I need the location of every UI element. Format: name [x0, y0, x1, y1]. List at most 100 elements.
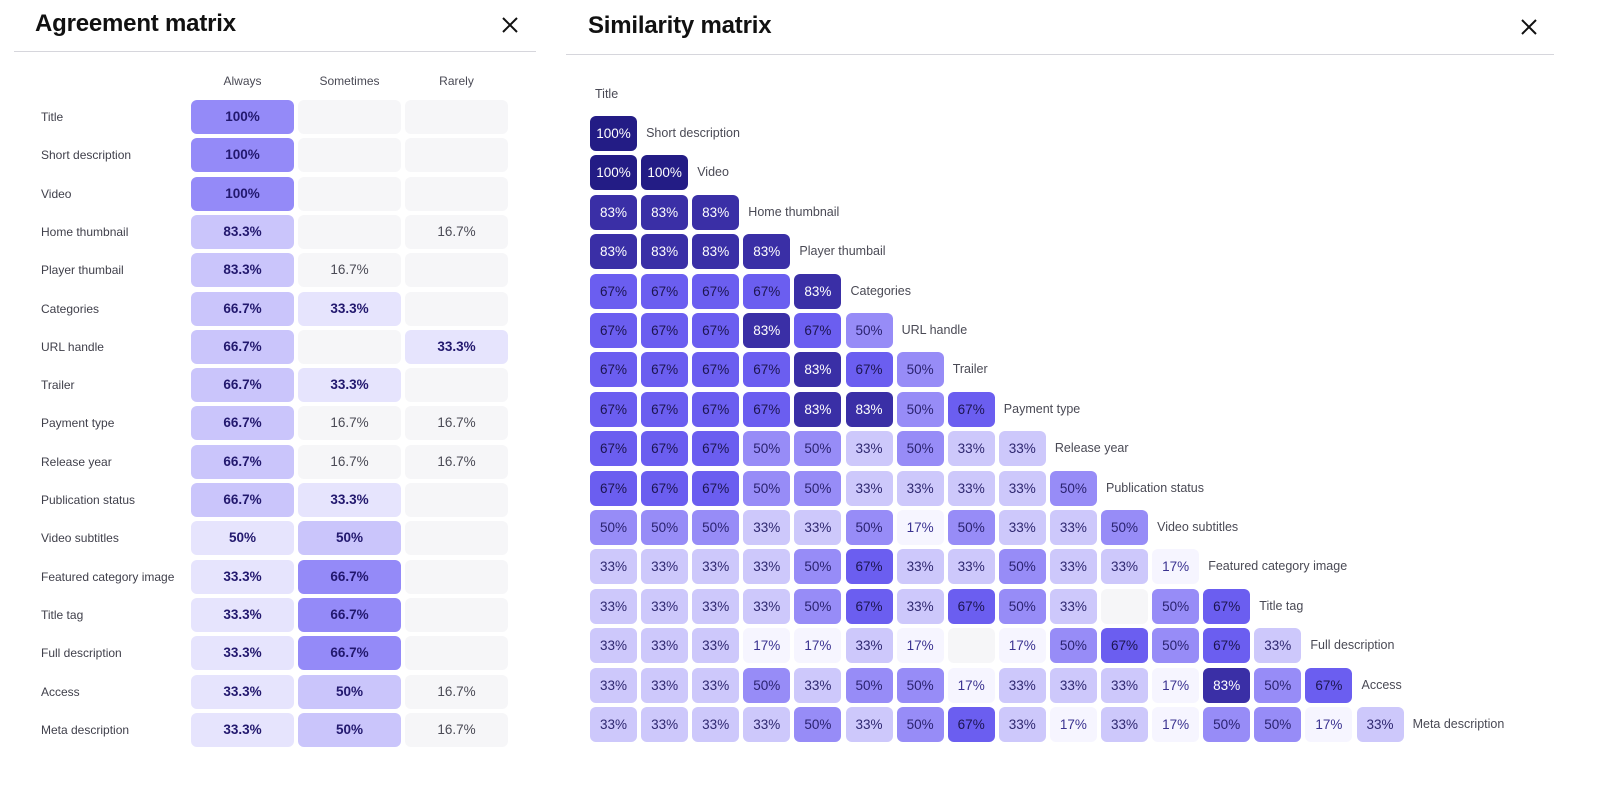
row-label: Featured category image: [41, 569, 175, 584]
agreement-cell: [405, 291, 508, 326]
similarity-cell: 50%: [794, 431, 842, 467]
row-label: Trailer: [41, 378, 75, 393]
similarity-cell: [947, 628, 995, 664]
similarity-cell: 83%: [590, 194, 637, 230]
agreement-cell: [405, 483, 508, 517]
similarity-cell: 67%: [590, 273, 637, 309]
agreement-cell: [405, 636, 508, 671]
similarity-cell: 33%: [1356, 707, 1404, 742]
similarity-cell: 33%: [641, 707, 689, 742]
similarity-cell: 33%: [998, 470, 1046, 506]
similarity-cell: 33%: [998, 431, 1046, 467]
row-label: Player thumbail: [41, 263, 124, 278]
similarity-cell: 50%: [1101, 510, 1148, 545]
similarity-cell: 33%: [1049, 549, 1097, 585]
similarity-cell: 83%: [743, 313, 791, 348]
similarity-cell: 33%: [590, 588, 637, 624]
agreement-cell: 33.3%: [405, 329, 508, 364]
close-icon: [1521, 19, 1537, 35]
similarity-label: Release year: [1054, 441, 1129, 456]
similarity-cell: 17%: [947, 667, 995, 703]
similarity-cell: 33%: [845, 628, 893, 664]
agreement-cell: 16.7%: [405, 444, 508, 479]
similarity-cell: 33%: [1049, 510, 1097, 545]
similarity-cell: 33%: [998, 707, 1046, 742]
similarity-cell: 33%: [1101, 707, 1148, 742]
agreement-cell: [405, 368, 508, 403]
similarity-cell: 67%: [692, 470, 740, 506]
agreement-cell: 33.3%: [191, 559, 294, 594]
agreement-cell: 16.7%: [298, 406, 401, 441]
similarity-cell: 17%: [896, 628, 944, 664]
similarity-cell: 33%: [692, 667, 740, 703]
similarity-cell: 17%: [998, 628, 1046, 664]
similarity-cell: 67%: [947, 588, 995, 624]
similarity-cell: 83%: [641, 194, 689, 230]
similarity-cell: 33%: [1049, 588, 1097, 624]
similarity-cell: 50%: [896, 391, 944, 427]
similarity-cell: 67%: [845, 352, 893, 388]
agreement-cell: [298, 138, 401, 173]
similarity-cell: 33%: [641, 549, 689, 585]
similarity-cell: 83%: [641, 234, 689, 270]
similarity-cell: [1101, 588, 1148, 624]
similarity-cell: 33%: [794, 667, 842, 703]
similarity-cell: 67%: [692, 273, 740, 309]
similarity-cell: 33%: [692, 707, 740, 742]
agreement-cell: [298, 214, 401, 249]
agreement-matrix-panel: Agreement matrix Always Sometimes Rarely Ti…: [14, 0, 536, 799]
similarity-cell: 50%: [641, 510, 689, 545]
agreement-cell: 100%: [191, 100, 294, 134]
similarity-cell: 33%: [1101, 667, 1148, 703]
similarity-cell: 17%: [1152, 707, 1200, 742]
agreement-cell: [405, 100, 508, 134]
similarity-cell: 50%: [1254, 707, 1302, 742]
similarity-cell: 33%: [794, 510, 842, 545]
similarity-cell: 33%: [743, 549, 791, 585]
similarity-cell: 50%: [845, 667, 893, 703]
similarity-label: Payment type: [1003, 401, 1081, 416]
column-header-sometimes: Sometimes: [319, 74, 380, 88]
similarity-cell: 67%: [590, 431, 637, 467]
similarity-cell: 100%: [590, 116, 637, 151]
similarity-label: Title tag: [1259, 598, 1304, 613]
similarity-cell: 67%: [692, 391, 740, 427]
agreement-close-button[interactable]: [499, 14, 521, 36]
agreement-cell: 66.7%: [191, 291, 294, 326]
similarity-cell: 33%: [947, 549, 995, 585]
similarity-cell: 83%: [794, 273, 842, 309]
similarity-cell: 33%: [590, 667, 637, 703]
similarity-cell: 33%: [1049, 667, 1097, 703]
similarity-header: Similarity matrix: [566, 0, 1554, 55]
agreement-cell: 16.7%: [405, 712, 508, 747]
similarity-cell: 67%: [590, 313, 637, 348]
similarity-cell: 33%: [743, 510, 791, 545]
row-label: URL handle: [41, 339, 104, 354]
similarity-cell: 50%: [896, 667, 944, 703]
similarity-cell: 50%: [1203, 707, 1251, 742]
similarity-cell: 50%: [947, 510, 995, 545]
agreement-header: Agreement matrix: [14, 0, 536, 52]
similarity-cell: 50%: [743, 667, 791, 703]
similarity-cell: 67%: [1203, 628, 1251, 664]
similarity-cell: 67%: [641, 352, 689, 388]
similarity-cell: 67%: [590, 352, 637, 388]
similarity-label: Featured category image: [1208, 559, 1348, 574]
column-header-always: Always: [223, 74, 262, 88]
agreement-cell: [405, 521, 508, 556]
similarity-cell: 67%: [845, 588, 893, 624]
similarity-close-button[interactable]: [1518, 16, 1540, 38]
similarity-cell: 50%: [845, 313, 893, 348]
row-label: Video: [41, 186, 72, 201]
similarity-cell: 33%: [998, 667, 1046, 703]
agreement-cell: 66.7%: [191, 483, 294, 517]
similarity-label: Player thumbail: [799, 244, 886, 259]
agreement-cell: [405, 176, 508, 211]
similarity-cell: 33%: [845, 470, 893, 506]
agreement-cell: 83.3%: [191, 253, 294, 288]
agreement-cell: 33.3%: [298, 368, 401, 403]
agreement-cell: 66.7%: [298, 559, 401, 594]
similarity-cell: 17%: [1152, 549, 1200, 585]
similarity-cell: 67%: [1101, 628, 1148, 664]
similarity-cell: 33%: [1101, 549, 1148, 585]
